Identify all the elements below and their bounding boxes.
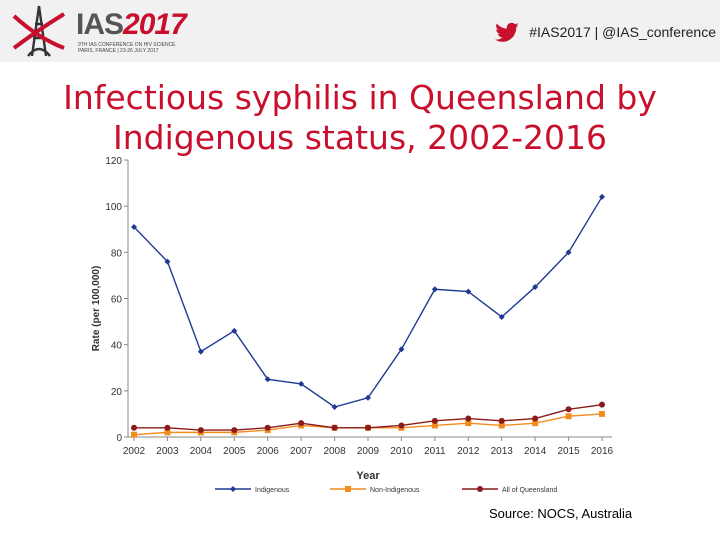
data-point-indigenous — [197, 348, 204, 355]
data-point-non-indigenous — [431, 422, 438, 429]
data-point-non-indigenous — [498, 422, 505, 429]
x-tick-label: 2005 — [223, 446, 246, 457]
y-tick-label: 80 — [111, 248, 123, 259]
x-tick-label: 2013 — [491, 446, 514, 457]
data-point-all-of-queensland — [231, 427, 238, 434]
legend-label: Non-Indigenous — [370, 487, 420, 494]
data-point-all-of-queensland — [298, 420, 305, 427]
legend-marker — [477, 486, 483, 492]
data-point-all-of-queensland — [331, 424, 338, 431]
y-tick-label: 100 — [105, 202, 122, 213]
conference-hashtag: #IAS2017 | @IAS_conference — [529, 24, 716, 40]
x-tick-label: 2007 — [290, 446, 313, 457]
slide-title: Infectious syphilis in Queensland by Ind… — [63, 78, 657, 157]
y-tick-label: 40 — [111, 341, 123, 352]
x-tick-label: 2004 — [190, 446, 213, 457]
y-tick-label: 20 — [111, 387, 123, 398]
data-point-indigenous — [532, 283, 539, 290]
x-tick-label: 2009 — [357, 446, 380, 457]
syphilis-line-chart: 0 20 40 60 80 100 120 2002 2003 2004 2005 2006 2007 2… — [91, 156, 614, 494]
series-line-indigenous — [133, 196, 603, 408]
source-note: Source: NOCS, Australia — [489, 506, 633, 521]
x-tick-label: 2015 — [557, 446, 580, 457]
data-point-non-indigenous — [565, 413, 572, 420]
data-point-all-of-queensland — [498, 417, 505, 424]
x-tick-label: 2002 — [123, 446, 146, 457]
x-tick-label: 2016 — [591, 446, 614, 457]
twitter-bird-icon — [495, 22, 519, 42]
x-tick-label: 2012 — [457, 446, 480, 457]
data-point-non-indigenous — [599, 410, 605, 417]
x-tick-label: 2014 — [524, 446, 547, 457]
data-point-all-of-queensland — [565, 406, 572, 413]
data-point-indigenous — [498, 313, 505, 320]
data-point-non-indigenous — [164, 429, 171, 436]
data-point-non-indigenous — [465, 420, 472, 427]
series-indigenous — [131, 193, 605, 410]
y-axis-label: Rate (per 100,000) — [91, 266, 102, 352]
x-tick-label: 2008 — [323, 446, 346, 457]
x-tick-label: 2011 — [424, 446, 446, 457]
series-all-of-queensland — [131, 401, 605, 434]
series-non-indigenous — [131, 410, 605, 438]
data-point-indigenous — [398, 346, 405, 353]
data-point-indigenous — [164, 258, 171, 265]
x-axis-label: Year — [356, 470, 380, 482]
x-tick-label: 2006 — [257, 446, 280, 457]
x-tick-label: 2003 — [156, 446, 179, 457]
legend-marker — [230, 486, 236, 492]
data-point-indigenous — [565, 249, 572, 256]
data-point-indigenous — [431, 286, 438, 293]
conference-banner: IAS2017 9TH IAS CONFERENCE ON HIV SCIENC… — [0, 0, 720, 62]
data-point-all-of-queensland — [365, 424, 371, 431]
data-point-indigenous — [231, 327, 238, 334]
data-point-all-of-queensland — [398, 422, 405, 429]
data-point-all-of-queensland — [131, 424, 137, 431]
legend-item-indigenous: Indigenous — [215, 486, 290, 494]
y-tick-label: 0 — [116, 433, 122, 444]
legend-label: All of Queensland — [502, 487, 557, 494]
data-point-indigenous — [131, 223, 137, 230]
data-point-all-of-queensland — [164, 424, 171, 431]
eiffel-tower-logo-icon — [12, 5, 66, 57]
legend-item-non-indigenous: Non-Indigenous — [330, 486, 420, 494]
data-point-non-indigenous — [131, 431, 137, 438]
data-point-all-of-queensland — [465, 415, 472, 422]
legend-marker — [345, 486, 351, 492]
conference-logo: IAS2017 9TH IAS CONFERENCE ON HIV SCIENC… — [8, 4, 187, 58]
data-point-non-indigenous — [532, 420, 539, 427]
data-point-all-of-queensland — [532, 415, 539, 422]
data-point-indigenous — [331, 403, 338, 410]
y-tick-label: 120 — [105, 156, 122, 167]
data-point-all-of-queensland — [197, 427, 204, 434]
series-line-non-indigenous — [133, 413, 603, 436]
data-point-all-of-queensland — [431, 417, 438, 424]
logo-subtitle: 9TH IAS CONFERENCE ON HIV SCIENCE PARIS,… — [78, 42, 176, 54]
y-tick-label: 60 — [111, 295, 123, 306]
data-point-indigenous — [599, 193, 605, 200]
logo-title: IAS2017 — [76, 8, 187, 41]
data-point-indigenous — [264, 376, 271, 383]
legend-label: Indigenous — [255, 487, 290, 494]
data-point-indigenous — [298, 380, 305, 387]
legend-item-all-of-queensland: All of Queensland — [462, 486, 557, 494]
data-point-indigenous — [465, 288, 472, 295]
data-point-all-of-queensland — [264, 424, 271, 431]
data-point-indigenous — [365, 394, 371, 401]
data-point-all-of-queensland — [599, 401, 605, 408]
x-tick-label: 2010 — [390, 446, 413, 457]
